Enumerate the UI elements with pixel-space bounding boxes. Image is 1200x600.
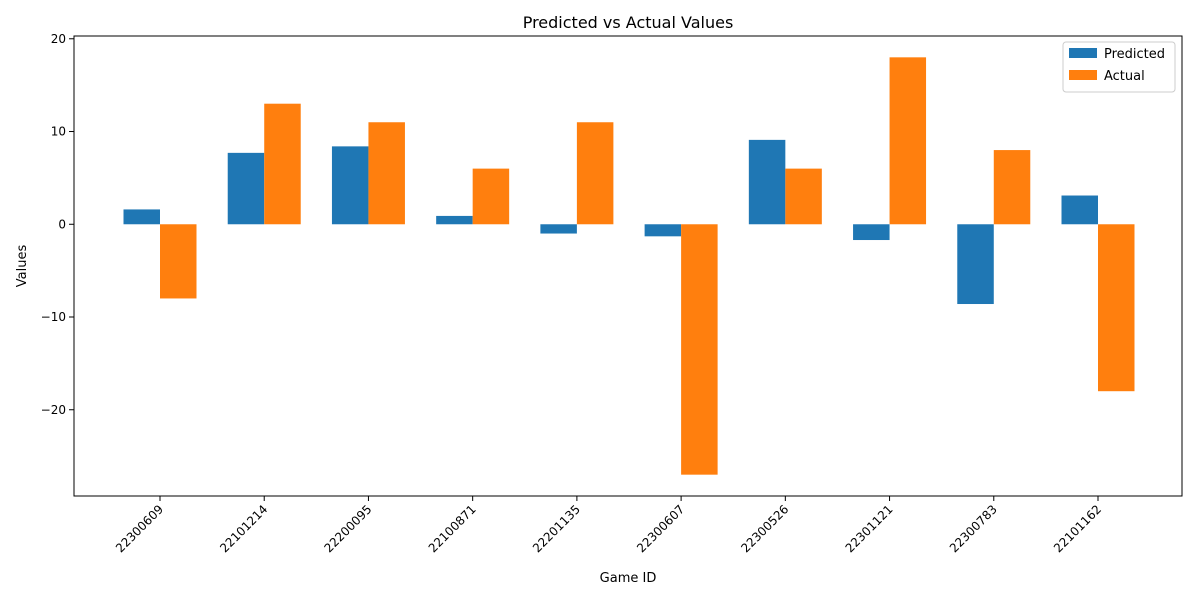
actual-bar [993,150,1031,225]
y-tick-label: 0 [58,217,66,231]
actual-bar [264,103,301,225]
predicted-bar [748,139,786,225]
predicted-bar [227,152,265,225]
actual-legend-label: Actual [1104,69,1145,84]
actual-bar [472,168,510,225]
y-axis-label: Values [15,245,30,288]
x-tick-label: 22301121 [843,502,896,555]
plot-area: 20 10 0 −10 −20 22300609 22101214 22200095 22100… [41,32,1135,555]
actual-bar [889,57,927,225]
x-tick-label: 22201135 [530,502,583,555]
predicted-bar [957,224,994,305]
legend: Predicted Actual [1062,41,1176,93]
y-tick-label: −10 [41,310,66,324]
x-tick-label: 22300609 [113,502,166,555]
actual-bar [160,224,197,299]
predicted-bar [123,209,160,225]
chart-title: Predicted vs Actual Values [523,13,734,32]
y-tick-label: −20 [41,403,66,417]
x-tick-label: 22200095 [321,502,374,555]
predicted-bar [644,224,682,237]
predicted-bar [331,146,369,225]
actual-bar [785,168,822,225]
x-tick-label: 22300607 [634,502,687,555]
x-tick-label: 22101214 [217,502,270,555]
x-tick-label: 22101162 [1051,502,1104,555]
predicted-bar [436,215,473,225]
predicted-bar [540,224,577,234]
actual-bar [368,122,405,225]
x-tick-label: 22300783 [947,502,1000,555]
y-tick-label: 20 [51,32,66,46]
actual-bar [681,224,718,475]
actual-legend-swatch [1069,70,1097,80]
x-tick-label: 22100871 [426,502,479,555]
actual-bar [1098,224,1135,392]
actual-bar [576,122,614,225]
plot-frame [73,35,1183,497]
predicted-bar [1061,195,1098,225]
y-tick-label: 10 [51,125,66,139]
predicted-legend-label: Predicted [1104,47,1165,62]
x-tick-label: 22300526 [738,502,791,555]
x-axis-label: Game ID [600,571,657,586]
predicted-legend-swatch [1069,48,1097,58]
predicted-bar [853,224,890,241]
